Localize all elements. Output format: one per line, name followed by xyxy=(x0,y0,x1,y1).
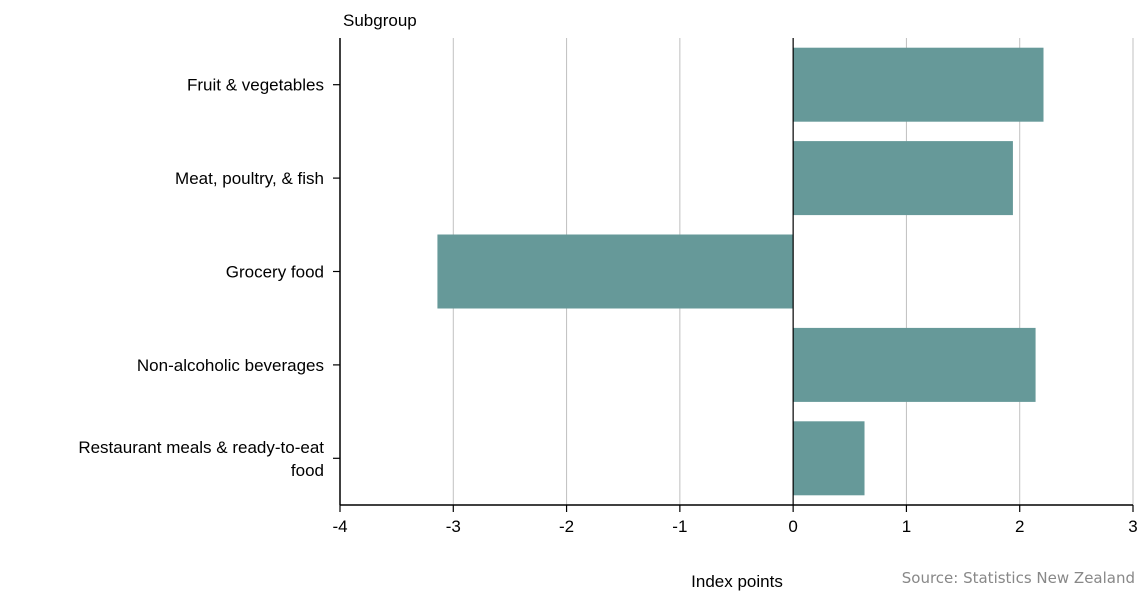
bar xyxy=(793,141,1013,216)
x-axis-title: Index points xyxy=(691,572,783,591)
bar xyxy=(793,421,865,496)
x-tick-label: 2 xyxy=(1015,517,1024,536)
x-tick-label: 3 xyxy=(1128,517,1137,536)
bar xyxy=(793,327,1036,402)
y-axis-title: Subgroup xyxy=(343,11,417,30)
x-tick-label: -3 xyxy=(446,517,461,536)
category-label: Fruit & vegetables xyxy=(187,76,324,95)
x-tick-label: 1 xyxy=(902,517,911,536)
category-label: Meat, poultry, & fish xyxy=(175,169,324,188)
x-tick-label: 0 xyxy=(788,517,797,536)
category-label: Grocery food xyxy=(226,263,324,282)
category-label: Restaurant meals & ready-to-eat food xyxy=(78,438,324,480)
category-label: Non-alcoholic beverages xyxy=(137,356,324,375)
source-note: Source: Statistics New Zealand xyxy=(902,569,1135,587)
bars xyxy=(437,47,1044,496)
x-tick-label: -4 xyxy=(332,517,347,536)
axes xyxy=(333,38,1134,512)
bar xyxy=(793,47,1044,122)
labels: Subgroup Index points Source: Statistics… xyxy=(78,11,1137,591)
x-tick-label: -2 xyxy=(559,517,574,536)
x-tick-label: -1 xyxy=(672,517,687,536)
bar xyxy=(437,234,794,309)
